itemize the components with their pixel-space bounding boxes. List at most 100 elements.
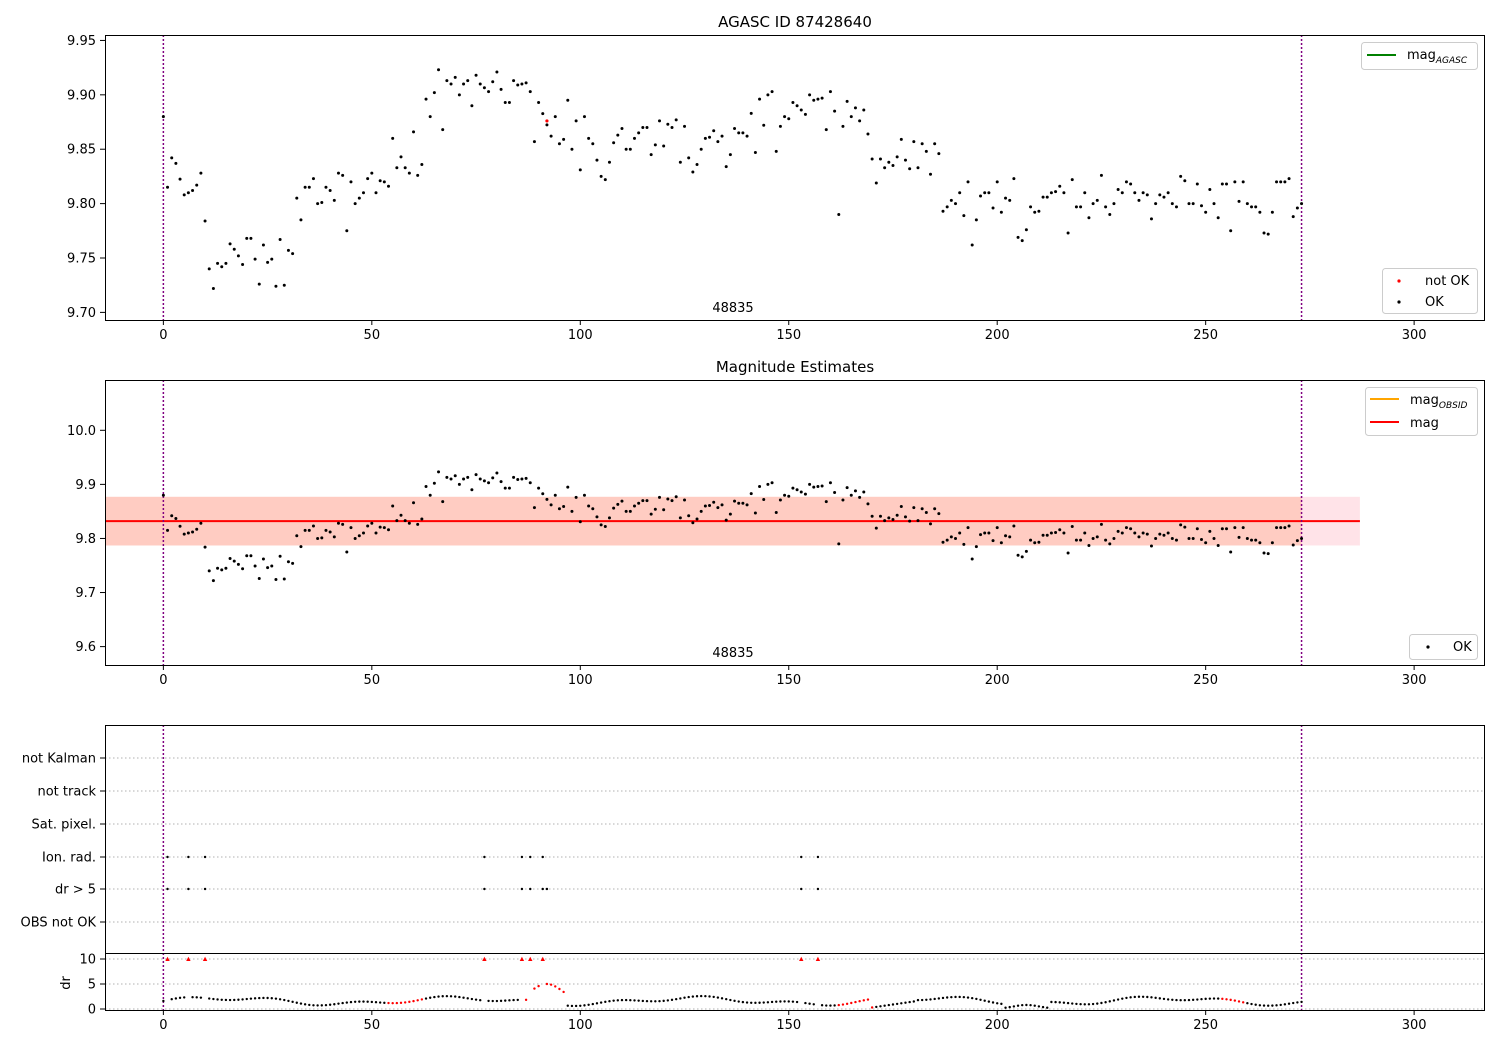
dr-ok-point	[770, 1000, 774, 1004]
ok-point	[236, 562, 240, 566]
dr-ok-point	[1125, 996, 1128, 1000]
ok-point	[374, 191, 378, 195]
ok-point	[491, 476, 495, 480]
dr-ok-point	[1271, 1004, 1274, 1007]
panel-3-x-ticks: 0 50 100 150 200 250 300	[159, 1010, 1427, 1033]
ok-point	[274, 578, 278, 582]
ok-point	[482, 86, 486, 90]
ok-point	[637, 131, 641, 135]
ok-point	[607, 516, 611, 520]
ok-point	[908, 519, 912, 523]
ok-point	[420, 517, 424, 521]
dr-not-ok-point	[841, 1003, 845, 1006]
dr-ok-point	[658, 999, 661, 1003]
ok-point	[295, 534, 299, 538]
x-tick-label: 0	[159, 673, 167, 688]
ok-point	[1183, 525, 1187, 529]
ok-point	[833, 490, 837, 494]
dr-ok-point	[666, 999, 670, 1002]
y-tick-label: 9.95	[67, 34, 96, 49]
ok-point	[1191, 536, 1195, 540]
ok-point	[241, 567, 245, 571]
dr-clipped-marker	[528, 956, 533, 961]
dr-ok-point	[904, 1001, 907, 1004]
dr-ok-point	[708, 995, 711, 998]
ok-point	[478, 477, 482, 481]
ok-point	[224, 566, 228, 570]
dr-ok-point	[808, 1002, 811, 1005]
dr-ok-point	[691, 995, 695, 998]
ok-point	[716, 140, 720, 144]
ok-point	[1158, 532, 1162, 536]
ok-point	[1095, 198, 1099, 202]
dr-ok-point	[1183, 999, 1187, 1002]
ok-point	[1124, 180, 1128, 184]
ok-point	[1120, 191, 1124, 195]
ok-point	[791, 100, 795, 104]
ok-point	[624, 509, 628, 513]
ok-point	[908, 167, 912, 171]
dr-ok-point	[887, 1003, 891, 1007]
dr-ok-point	[716, 996, 720, 999]
ok-point	[741, 501, 745, 505]
ok-point	[812, 98, 816, 102]
dr-not-ok-point	[549, 983, 553, 986]
panel-agasc-magnitude: AGASC ID 87428640 0 50 100 150 200 250 300 9.7…	[67, 13, 1485, 343]
ok-point	[412, 501, 416, 505]
ok-point	[837, 212, 841, 216]
ok-point	[970, 557, 974, 561]
ok-point	[979, 194, 983, 198]
ok-point	[928, 522, 932, 526]
ok-point	[303, 185, 307, 189]
ok-point	[220, 265, 224, 269]
ok-point	[824, 128, 828, 132]
dr-ok-point	[1208, 997, 1212, 1000]
ok-point	[1266, 232, 1270, 236]
ok-point	[491, 80, 495, 84]
dr-ok-point	[245, 997, 248, 1001]
ok-point	[257, 576, 261, 580]
ok-point	[1279, 526, 1283, 530]
ok-point	[616, 133, 620, 137]
ok-point	[466, 79, 470, 83]
ok-point	[720, 134, 724, 138]
dr-ok-point	[833, 1004, 836, 1007]
dr-ok-point	[449, 995, 453, 998]
ion-rad-point	[483, 855, 486, 859]
dr-not-ok-point	[391, 1001, 394, 1005]
ok-point	[211, 579, 215, 583]
dr-ok-point	[829, 1004, 832, 1007]
ok-point	[883, 166, 887, 170]
x-tick-label: 300	[1402, 673, 1427, 688]
ok-point	[1041, 533, 1045, 537]
ok-point	[999, 210, 1003, 214]
ok-point	[441, 128, 445, 132]
panel-3-obs-boundaries	[162, 725, 1303, 1010]
x-tick-label: 300	[1402, 328, 1427, 343]
ok-point	[737, 131, 741, 135]
dr-ok-point	[612, 999, 615, 1002]
dr-ok-point	[1112, 999, 1116, 1002]
ok-point	[958, 531, 962, 535]
dr-ok-point	[587, 1003, 590, 1007]
ok-point	[1008, 198, 1012, 202]
ok-point	[945, 205, 949, 209]
dr-not-ok-point	[837, 1003, 840, 1007]
ok-point	[482, 479, 486, 483]
ok-point	[249, 554, 253, 558]
dr-ok-point	[1046, 1006, 1049, 1009]
ok-point	[299, 545, 303, 549]
ok-point	[353, 202, 357, 206]
dr-ok-point	[608, 999, 611, 1003]
ok-point	[245, 236, 249, 240]
dr-ok-point	[445, 994, 449, 998]
ok-point	[783, 493, 787, 497]
ok-point	[299, 218, 303, 222]
ok-point	[762, 123, 766, 127]
ok-point	[966, 180, 970, 184]
ok-point	[833, 109, 837, 113]
ok-point	[787, 494, 791, 498]
ok-point	[161, 493, 165, 497]
dr-not-ok-point	[850, 1001, 853, 1005]
